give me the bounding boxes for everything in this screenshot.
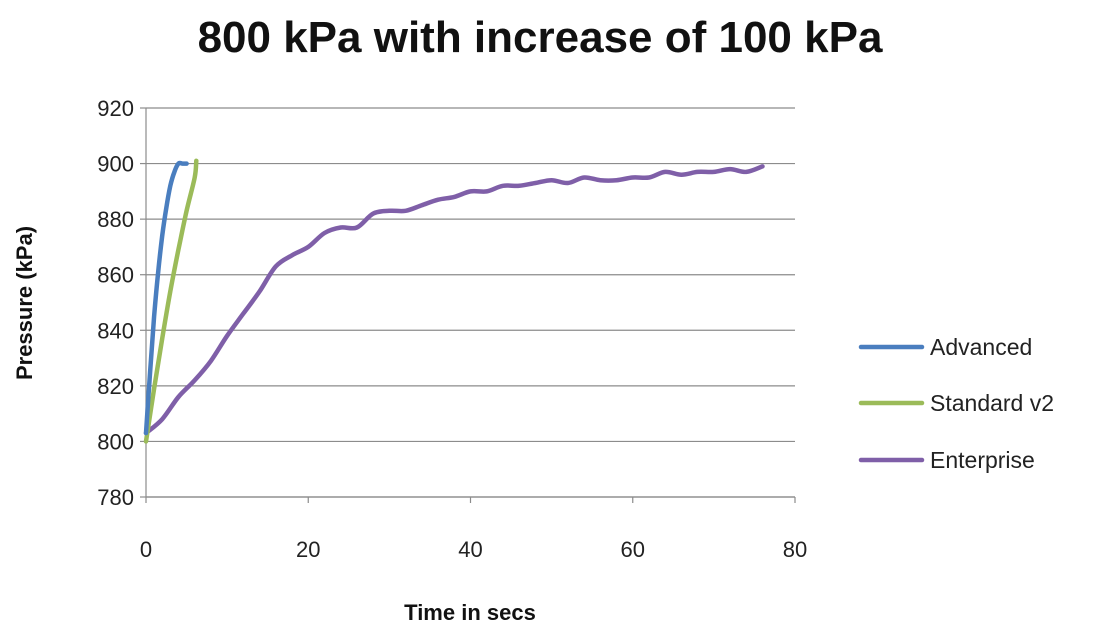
y-tick-label: 860 [97,263,134,288]
y-tick-label: 820 [97,374,134,399]
y-tick-label: 920 [97,96,134,121]
x-tick-labels: 0 20 40 60 80 [140,537,807,562]
y-tick-labels: 780 800 820 840 860 880 900 920 [97,96,134,510]
y-tick-label: 780 [97,485,134,510]
legend-item: Advanced [858,334,1032,360]
series-line-enterprise [143,164,765,436]
x-tick-label: 60 [621,537,645,562]
y-tick-label: 880 [97,207,134,232]
series-lines [143,158,765,444]
y-axis-title: Pressure (kPa) [12,226,37,380]
legend-item: Standard v2 [858,390,1054,416]
chart-title: 800 kPa with increase of 100 kPa [198,13,883,62]
x-axis-title: Time in secs [404,600,536,625]
legend-label: Enterprise [930,447,1035,473]
x-tick-label: 40 [458,537,482,562]
y-tick-label: 900 [97,152,134,177]
series-line-advanced [143,160,189,436]
x-tick-label: 80 [783,537,807,562]
x-tick-label: 20 [296,537,320,562]
legend: Advanced Standard v2 Enterprise [858,334,1054,473]
legend-item: Enterprise [858,447,1035,473]
axes [140,107,796,503]
gridlines [146,107,795,498]
y-tick-label: 800 [97,429,134,454]
legend-label: Advanced [930,334,1032,360]
x-tick-label: 0 [140,537,152,562]
series-line-standard-v2 [143,158,199,444]
legend-label: Standard v2 [930,390,1054,416]
y-tick-label: 840 [97,318,134,343]
